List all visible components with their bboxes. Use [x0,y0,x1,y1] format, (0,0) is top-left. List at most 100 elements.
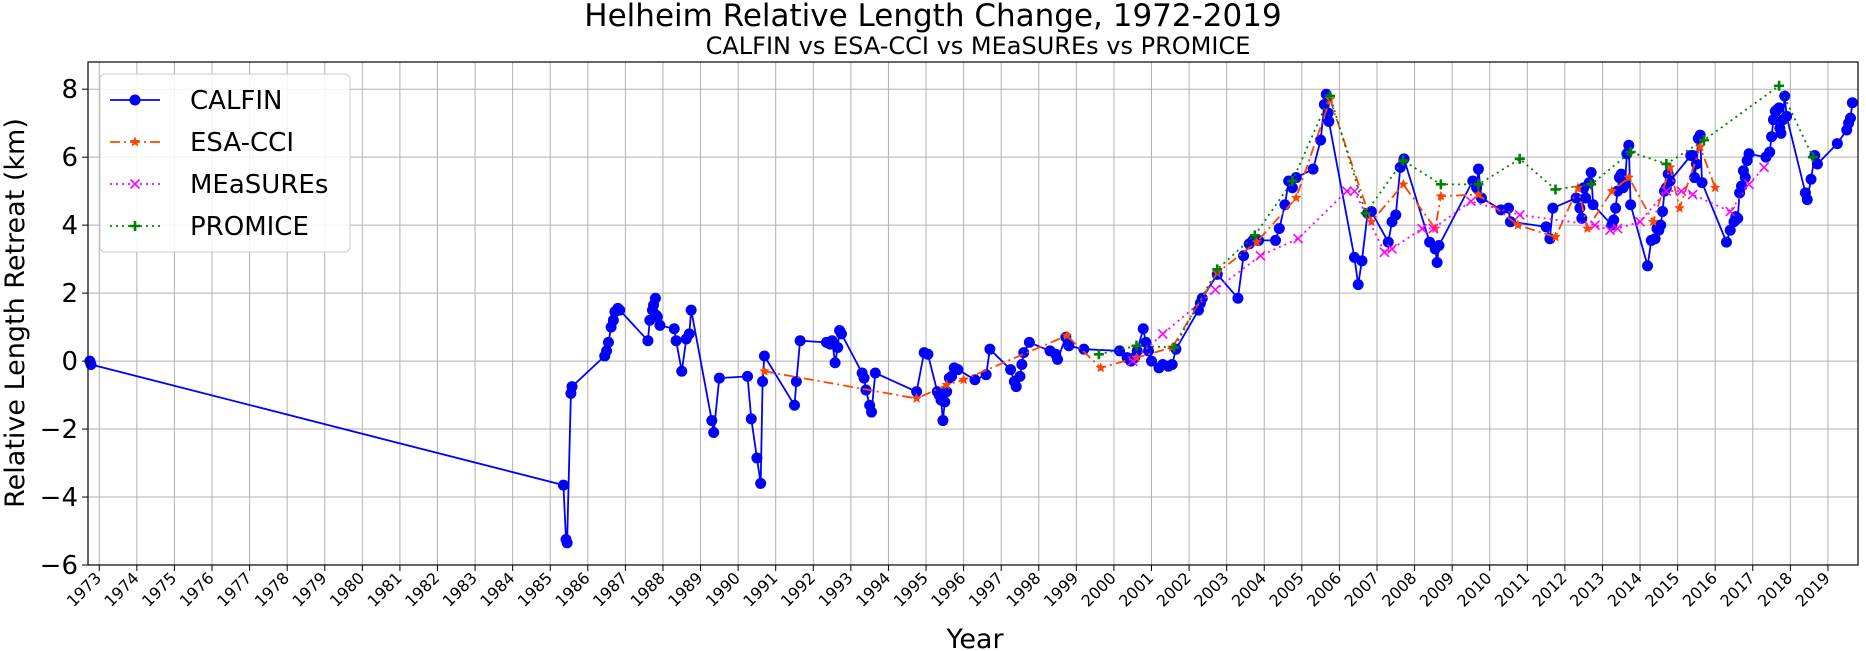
data-point-calfin [1504,216,1516,228]
data-point-measures [1428,223,1439,234]
data-point-esa-cci [1709,182,1721,193]
data-point-measures [1676,186,1687,197]
data-point-promice [1093,349,1104,360]
data-point-calfin [1779,90,1791,102]
legend-marker-measures [129,178,141,190]
data-point-esa-cci [1606,185,1618,196]
x-tick-label: 2018 [1754,568,1796,610]
data-point-calfin [706,415,718,427]
data-point-calfin [1063,340,1075,352]
data-point-calfin [1739,172,1751,184]
legend-label-calfin: CALFIN [190,86,283,116]
data-point-measures [1386,243,1398,254]
x-tick-label: 1976 [176,568,218,610]
series-line-calfin [89,94,1854,544]
data-point-measures [1743,179,1755,190]
y-tick-label: −4 [40,483,78,513]
data-point-calfin [952,364,964,376]
data-point-calfin [1005,364,1017,376]
data-point-measures [1661,186,1672,197]
data-point-calfin [1356,255,1368,267]
data-point-calfin [685,304,697,316]
data-point-calfin [869,367,881,379]
data-point-calfin [745,413,757,425]
data-point-calfin [602,336,614,348]
data-point-promice [1212,264,1223,275]
data-point-calfin [1307,163,1319,175]
data-point-calfin [1743,148,1755,160]
series-esa-cci [759,93,1721,404]
data-point-calfin [866,406,878,418]
data-point-esa-cci [1582,222,1593,234]
data-point-calfin [758,350,770,362]
x-tick-label: 2002 [1153,568,1195,610]
x-tick-label: 2014 [1604,568,1646,610]
data-point-calfin [1232,292,1244,304]
data-point-esa-cci [1251,236,1263,247]
x-tick-label: 1977 [213,568,255,610]
y-axis-label: Relative Length Retreat (km) [0,118,31,508]
data-point-measures [1634,216,1646,227]
data-point-calfin [1583,177,1595,189]
legend-label-measures: MEaSUREs [190,170,328,200]
data-point-calfin [1352,279,1364,291]
x-tick-label: 2010 [1453,568,1495,610]
y-tick-label: 8 [61,75,78,105]
data-point-calfin [1270,234,1282,246]
x-tick-label: 1993 [814,568,856,610]
data-point-calfin [922,348,934,360]
data-point-calfin [1390,209,1402,221]
data-point-calfin [755,477,767,489]
data-point-measures [1725,206,1736,217]
data-point-calfin [1433,240,1445,252]
data-point-calfin [984,343,996,355]
y-axis: −6 −4 −2 0 2 4 6 8 [40,75,88,581]
data-point-calfin [1608,214,1620,226]
data-point-measures [1465,196,1476,207]
data-point-promice [1435,179,1446,190]
data-point-esa-cci [1623,171,1635,183]
data-point-calfin [1114,345,1126,357]
data-point-calfin [1146,355,1158,367]
data-point-calfin [939,396,951,408]
data-point-esa-cci [1674,202,1685,213]
x-tick-label: 1975 [138,568,180,610]
x-tick-label: 2013 [1566,568,1608,610]
x-tick-label: 1974 [100,568,142,610]
data-point-calfin [829,357,841,369]
data-point-promice [1169,342,1180,353]
data-point-promice [1774,80,1785,91]
data-point-calfin [1014,370,1026,382]
data-point-calfin [566,381,578,393]
legend-label-esa-cci: ESA-CCI [190,128,294,158]
data-point-calfin [1472,163,1484,175]
data-point-calfin [614,304,626,316]
data-point-calfin [1323,115,1335,127]
data-point-promice [1325,90,1336,101]
data-point-calfin [751,452,763,464]
data-point-promice [1287,175,1298,186]
data-point-calfin [1764,146,1776,158]
data-point-measures [1758,162,1770,173]
data-point-calfin [788,399,800,411]
data-point-calfin [1732,212,1744,224]
data-point-measures [1157,328,1168,339]
x-tick-label: 1990 [702,568,744,610]
data-point-calfin [1610,202,1622,214]
data-point-promice [1625,147,1636,158]
x-tick-label: 1981 [364,568,406,610]
data-point-promice [1550,184,1561,195]
data-point-measures [1379,247,1390,258]
data-point-promice [1473,179,1484,190]
x-axis-label: Year [945,624,1004,651]
data-point-calfin [1078,343,1090,355]
data-point-promice [1249,230,1260,241]
y-tick-label: 0 [61,347,78,377]
data-point-calfin [1801,194,1813,206]
data-point-calfin [1781,110,1793,122]
data-point-calfin [937,415,949,427]
data-point-measures [1127,356,1138,367]
data-point-promice [1398,155,1409,166]
series-calfin [84,88,1858,549]
data-point-promice [1360,208,1371,219]
